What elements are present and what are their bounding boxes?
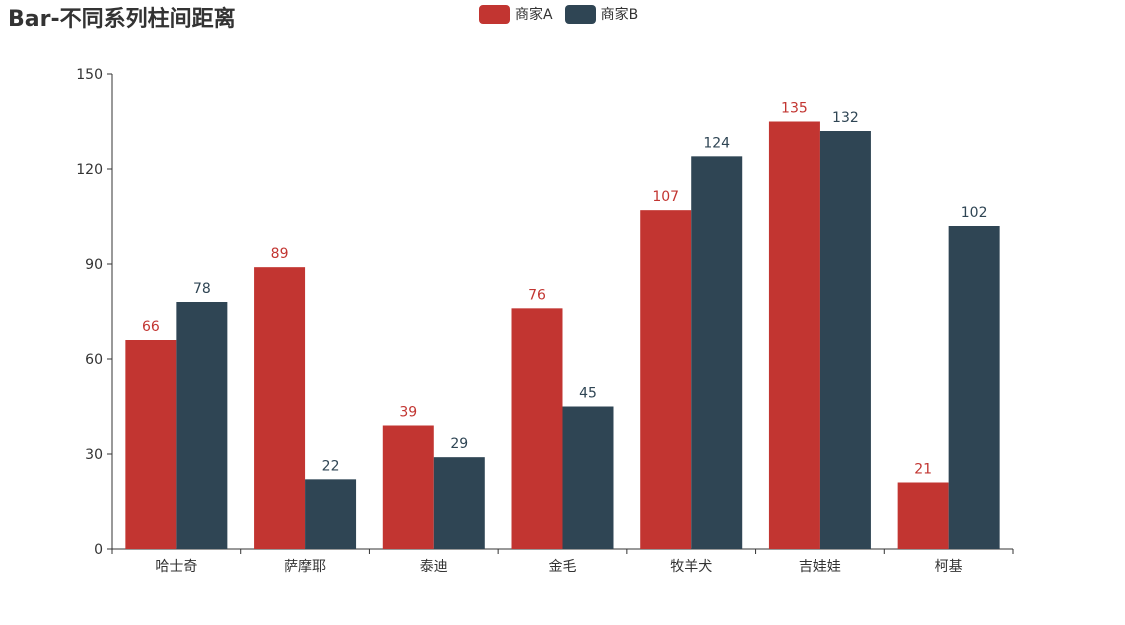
legend-item-series-b[interactable]: 商家B (564, 4, 639, 24)
legend-item-series-a[interactable]: 商家A (479, 4, 553, 24)
bar-value-label: 102 (961, 205, 988, 221)
bar-series-a[interactable] (254, 267, 306, 549)
bar-value-label: 22 (322, 458, 340, 474)
y-tick-label: 30 (85, 447, 103, 463)
bar-value-label: 21 (914, 462, 932, 478)
bar-series-b[interactable] (819, 131, 871, 549)
x-tick-label: 吉娃娃 (799, 559, 841, 575)
legend-swatch-series-a (479, 4, 510, 24)
y-tick-label: 150 (76, 67, 103, 83)
y-tick-label: 120 (76, 162, 103, 178)
bar-series-b[interactable] (433, 457, 485, 549)
bar-value-label: 78 (193, 281, 211, 297)
bar-value-label: 107 (652, 189, 679, 205)
x-axis: 哈士奇 萨摩耶 泰迪 金毛 牧羊犬 吉娃娃 柯基 (111, 548, 1014, 575)
y-tick-label: 90 (85, 257, 103, 273)
bar-series-b[interactable] (691, 156, 743, 550)
bar-value-label: 135 (781, 101, 808, 117)
bar-value-label: 76 (528, 287, 546, 303)
x-tick-label: 萨摩耶 (284, 558, 326, 575)
bar-value-label: 45 (579, 386, 597, 402)
bar-value-label: 132 (832, 110, 859, 126)
x-tick-label: 泰迪 (420, 559, 448, 575)
bar-series-a[interactable] (640, 210, 692, 549)
legend: 商家A 商家B (479, 4, 650, 24)
bar-series-a[interactable] (382, 425, 434, 550)
y-tick-label: 60 (85, 352, 103, 368)
bar-series-b[interactable] (305, 479, 357, 549)
bar-value-label: 89 (271, 246, 289, 262)
chart-title: Bar-不同系列柱间距离 (8, 7, 236, 32)
legend-label-series-a: 商家A (515, 7, 553, 23)
y-axis: 0 30 60 90 120 150 (76, 67, 113, 558)
legend-swatch-series-b (564, 4, 596, 24)
bar-series-a[interactable] (768, 121, 820, 550)
bar-value-label: 39 (399, 405, 417, 421)
bar-series-b[interactable] (562, 406, 614, 550)
x-tick-label: 牧羊犬 (670, 559, 712, 575)
bar-value-label: 29 (450, 436, 468, 452)
bar-series-a[interactable] (511, 308, 563, 549)
bar-series-b[interactable] (948, 226, 1000, 549)
bars (125, 121, 1000, 550)
legend-label-series-b: 商家B (600, 7, 639, 23)
x-tick-label: 金毛 (549, 559, 577, 575)
bar-value-label: 124 (703, 135, 730, 151)
bar-labels: 66 78 89 22 39 29 76 45 107 124 135 132 21 102 (142, 101, 988, 478)
bar-series-b[interactable] (176, 302, 228, 549)
bar-series-a[interactable] (897, 482, 949, 550)
x-tick-label: 柯基 (935, 558, 963, 575)
bar-series-a[interactable] (125, 340, 177, 549)
y-tick-label: 0 (94, 542, 103, 558)
x-tick-label: 哈士奇 (155, 558, 197, 575)
bar-value-label: 66 (142, 319, 160, 335)
